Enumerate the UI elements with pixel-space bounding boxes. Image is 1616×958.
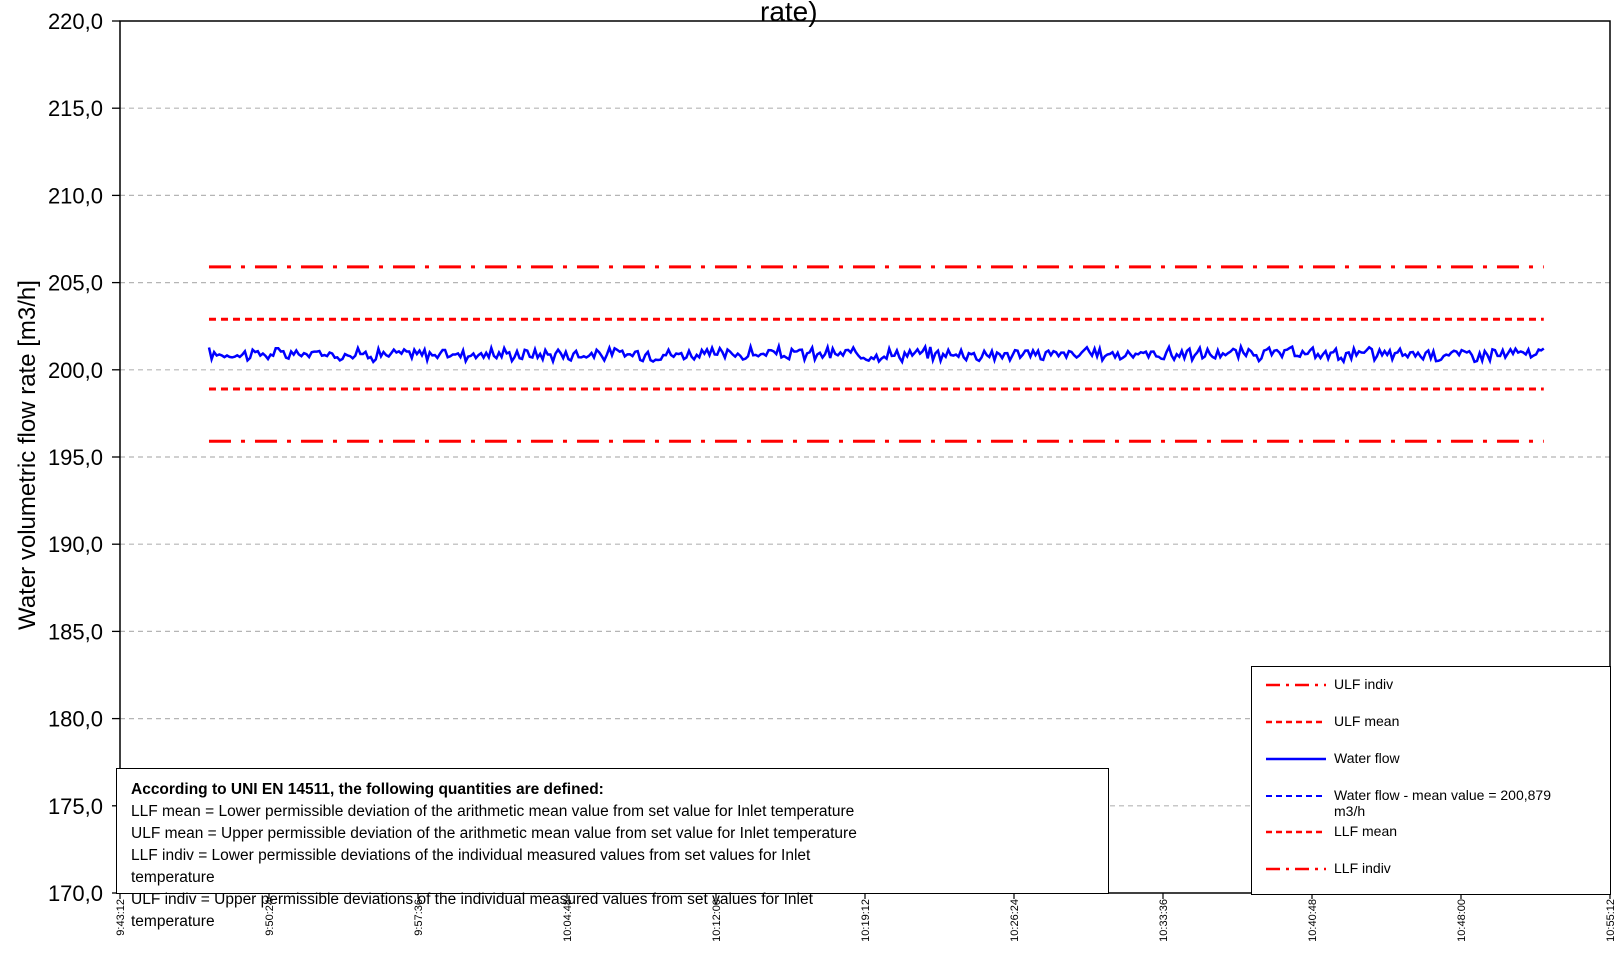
legend-label: ULF mean bbox=[1334, 713, 1400, 729]
y-tick-label: 195,0 bbox=[48, 445, 103, 470]
y-tick-label: 200,0 bbox=[48, 358, 103, 383]
y-tick-label: 170,0 bbox=[48, 881, 103, 906]
definition-line: ULF mean = Upper permissible deviation o… bbox=[131, 825, 857, 842]
y-axis-label: Water volumetric flow rate [m3/h] bbox=[14, 280, 41, 630]
legend-label: ULF indiv bbox=[1334, 676, 1394, 692]
legend-swatch bbox=[1266, 867, 1326, 871]
x-tick-label: 10:48:00 bbox=[1456, 899, 1468, 942]
legend-swatch bbox=[1266, 683, 1326, 687]
chart-title: rate) bbox=[760, 0, 818, 27]
series-group bbox=[207, 265, 1545, 443]
x-tick-label: 10:04:48 bbox=[562, 899, 574, 942]
y-tick-label: 220,0 bbox=[48, 9, 103, 34]
legend-swatch bbox=[1266, 720, 1326, 724]
x-tick-label: 9:57:36 bbox=[413, 899, 425, 936]
legend-swatch bbox=[1266, 757, 1326, 761]
legend-label: LLF indiv bbox=[1334, 860, 1391, 876]
x-tick-label: 10:26:24 bbox=[1009, 899, 1021, 942]
y-tick-labels: 170,0 175,0 180,0 185,0 190,0 195,0 200,0 205,0… bbox=[48, 9, 103, 906]
y-tick-label: 190,0 bbox=[48, 532, 103, 557]
legend-label: Water flow bbox=[1334, 750, 1400, 766]
definitions-box: According to UNI EN 14511, the following… bbox=[116, 768, 1109, 930]
legend: ULF indiv ULF mean Water flow Water flow… bbox=[1251, 666, 1611, 895]
x-tick-label: 9:50:24 bbox=[264, 899, 276, 936]
definition-line: ULF indiv = Upper permissible deviations… bbox=[131, 891, 813, 908]
definition-line: LLF mean = Lower permissible deviation o… bbox=[131, 803, 855, 820]
legend-label-unit: m3/h bbox=[1334, 803, 1366, 819]
definition-line: LLF indiv = Lower permissible deviations… bbox=[131, 847, 811, 864]
x-tick-label: 10:33:36 bbox=[1158, 899, 1170, 942]
definitions-heading: According to UNI EN 14511, the following… bbox=[131, 781, 604, 798]
x-tick-label: 10:40:48 bbox=[1307, 899, 1319, 942]
x-tick-label: 9:43:12 bbox=[115, 899, 127, 936]
y-tick-label: 215,0 bbox=[48, 96, 103, 121]
x-tick-label: 10:19:12 bbox=[860, 899, 872, 942]
y-tick-label: 210,0 bbox=[48, 183, 103, 208]
legend-swatch bbox=[1266, 830, 1326, 834]
legend-label: Water flow - mean value = 200,879 bbox=[1334, 787, 1551, 803]
legend-swatch bbox=[1266, 795, 1326, 797]
x-tick-labels: 9:43:12 9:50:24 9:57:36 10:04:48 10:12:00 10:… bbox=[115, 899, 1616, 942]
legend-label: LLF mean bbox=[1334, 823, 1398, 839]
y-tick-label: 205,0 bbox=[48, 271, 103, 296]
y-tick-label: 180,0 bbox=[48, 707, 103, 732]
series-line bbox=[207, 341, 1545, 366]
definition-line: temperature bbox=[131, 913, 215, 930]
y-tick-label: 175,0 bbox=[48, 794, 103, 819]
x-tick-label: 10:55:12 bbox=[1605, 899, 1616, 942]
x-tick-label: 10:12:00 bbox=[711, 899, 723, 942]
definition-line: temperature bbox=[131, 869, 215, 886]
y-tick-label: 185,0 bbox=[48, 619, 103, 644]
